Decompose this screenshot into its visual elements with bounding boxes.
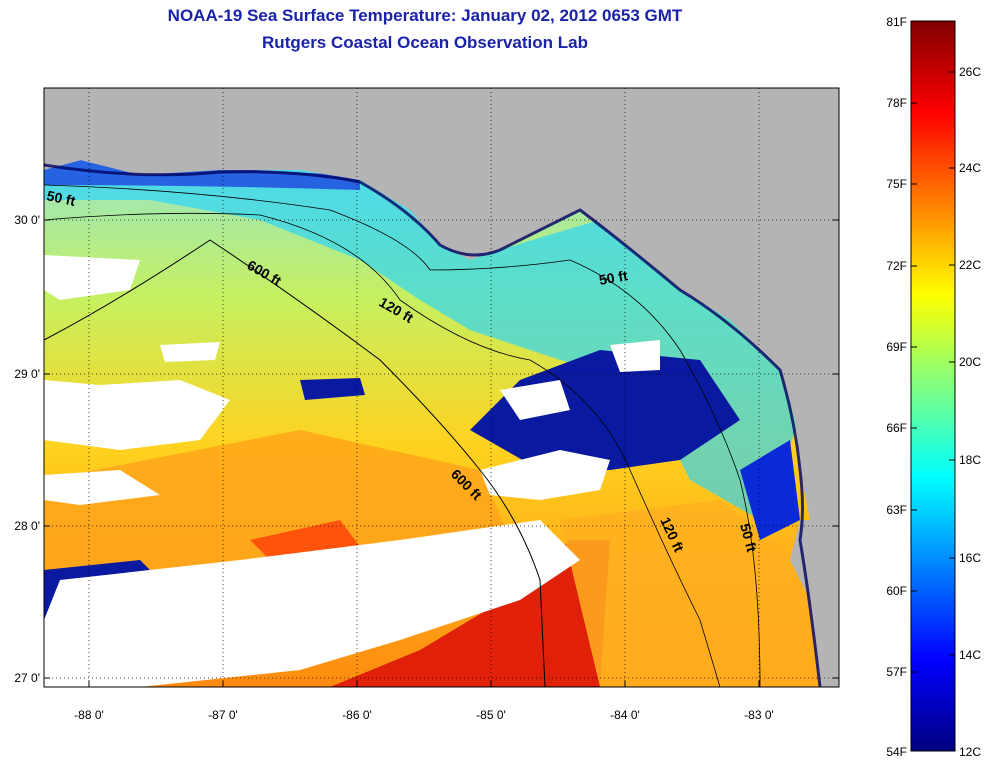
cloud — [44, 470, 160, 505]
colorbar-f-label: 66F — [886, 421, 907, 435]
map-frame — [43, 87, 840, 688]
lon-label: -84 0' — [610, 708, 640, 722]
colorbar-f-label: 78F — [886, 96, 907, 110]
cloud — [480, 450, 610, 500]
cold-patch — [740, 440, 800, 540]
colorbar-c-label: 24C — [959, 161, 981, 175]
lon-label: -87 0' — [208, 708, 238, 722]
colorbar-ticks — [911, 71, 955, 673]
colorbar-c-label: 14C — [959, 648, 981, 662]
coastline — [44, 163, 822, 687]
lat-label: 29 0' — [14, 367, 40, 381]
colorbar-f-label: 63F — [886, 503, 907, 517]
cloud — [500, 380, 570, 420]
colorbar-f-label: 81F — [886, 15, 907, 29]
colorbar-c-label: 18C — [959, 453, 981, 467]
land — [44, 88, 839, 520]
lon-label: -83 0' — [744, 708, 774, 722]
colorbar-f-label: 57F — [886, 665, 907, 679]
colorbar-f-label: 75F — [886, 177, 907, 191]
lon-label: -86 0' — [342, 708, 372, 722]
colorbar — [910, 20, 956, 752]
colorbar-c-label: 16C — [959, 551, 981, 565]
colorbar-c-label: 12C — [959, 745, 981, 759]
nearshore-cool — [44, 150, 800, 520]
lon-label: -85 0' — [476, 708, 506, 722]
colorbar-c-label: 26C — [959, 65, 981, 79]
contour-120ft — [44, 212, 721, 687]
contour-label: 50 ft — [598, 267, 629, 288]
warm-east — [560, 500, 830, 687]
map-title: NOAA-19 Sea Surface Temperature: January… — [167, 6, 683, 25]
cold-patch — [470, 350, 740, 470]
map-subtitle: Rutgers Coastal Ocean Observation Lab — [262, 33, 588, 52]
colorbar-f-label: 69F — [886, 340, 907, 354]
land — [44, 88, 70, 145]
lon-label: -88 0' — [74, 708, 104, 722]
cloud — [44, 520, 580, 687]
lat-label: 28 0' — [14, 519, 40, 533]
colorbar-c-label: 20C — [959, 355, 981, 369]
contour-label: 50 ft — [737, 522, 760, 554]
cloud — [44, 255, 140, 300]
colorbar-f-label: 54F — [886, 745, 907, 759]
land — [44, 110, 100, 170]
cloud — [44, 380, 230, 450]
cloud — [610, 340, 660, 372]
contour-50ft — [44, 184, 761, 687]
colorbar-f-label: 60F — [886, 584, 907, 598]
map-plot-area — [44, 88, 839, 687]
colorbar-c-label: 22C — [959, 258, 981, 272]
lat-label: 27 0' — [14, 671, 40, 685]
colorbar-f-label: 72F — [886, 259, 907, 273]
cold-patch — [300, 378, 365, 400]
grid — [44, 88, 839, 687]
contour-600ft — [44, 239, 546, 687]
contour-label: 50 ft — [45, 187, 77, 209]
cloud — [160, 342, 220, 362]
lat-label: 30 0' — [14, 213, 40, 227]
